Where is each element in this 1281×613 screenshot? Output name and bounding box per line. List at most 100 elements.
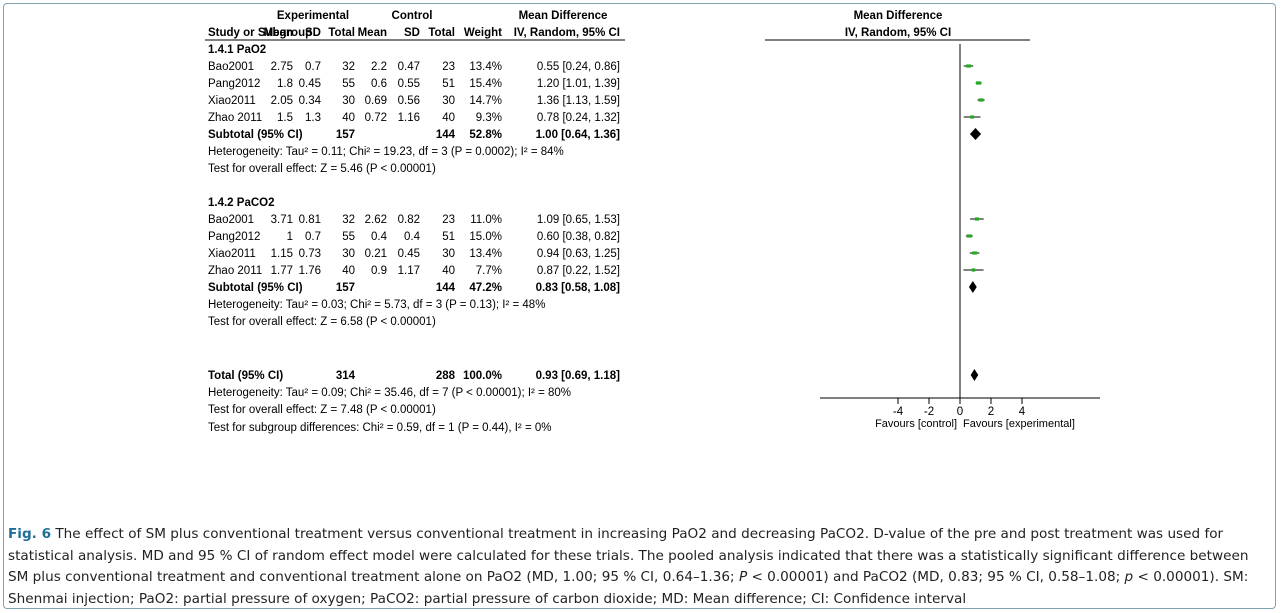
overall-effect-text: Test for overall effect: Z = 6.58 (P < 0… (208, 316, 436, 328)
col-plot-subtitle: IV, Random, 95% CI (845, 27, 951, 39)
ctrl-total: 30 (442, 95, 455, 107)
study-square (974, 217, 979, 221)
weight: 9.3% (476, 112, 502, 124)
exp-sd: 1.3 (305, 112, 321, 124)
exp-sd: 0.7 (305, 231, 321, 243)
x-tick-label: -4 (893, 406, 904, 418)
subgroup-title: 1.4.2 PaCO2 (208, 197, 274, 209)
exp-total: 40 (342, 265, 355, 277)
md-ci: 0.55 [0.24, 0.86] (537, 61, 620, 73)
exp-sd: 0.45 (299, 78, 321, 90)
col-exp-sd: SD (305, 27, 321, 39)
ctrl-sd: 0.55 (398, 78, 420, 90)
exp-total: 55 (342, 231, 355, 243)
total-weight: 100.0% (463, 370, 502, 382)
subgroup-differences: Test for subgroup differences: Chi² = 0.… (208, 422, 552, 434)
total-ci: 0.93 [0.69, 1.18] (536, 370, 621, 382)
subtotal-diamond (968, 281, 977, 293)
x-tick-label: 2 (988, 406, 994, 418)
caption-text-2: < 0.00001) and PaCO2 (MD, 0.83; 95 % CI,… (747, 569, 1125, 585)
caption-p-2: p (1124, 569, 1134, 585)
caption-text-3: < 0.00001). SM: Shenmai injection; PaO2:… (8, 569, 1249, 607)
exp-sd: 0.81 (299, 214, 321, 226)
weight: 13.4% (469, 61, 502, 73)
ctrl-sd: 0.82 (398, 214, 420, 226)
study-name: Bao2001 (208, 214, 254, 226)
col-exp-total: Total (328, 27, 355, 39)
subtotal-ctrl-total: 144 (436, 129, 456, 141)
exp-mean: 1.77 (271, 265, 293, 277)
caption-text-1: The effect of SM plus conventional treat… (8, 526, 1249, 585)
ctrl-mean: 0.6 (371, 78, 387, 90)
study-square (966, 234, 972, 238)
col-md-ci: IV, Random, 95% CI (514, 27, 620, 39)
weight: 14.7% (469, 95, 502, 107)
col-study: Study or Subgroup (208, 27, 312, 39)
favours-experimental: Favours [experimental] (963, 418, 1075, 430)
total-label: Total (95% CI) (208, 370, 283, 382)
ctrl-total: 23 (442, 61, 455, 73)
ctrl-sd: 1.16 (398, 112, 420, 124)
ctrl-total: 30 (442, 248, 455, 260)
subtotal-diamond (969, 128, 982, 140)
ctrl-sd: 1.17 (398, 265, 420, 277)
col-exp-mean: Mean (264, 27, 293, 39)
weight: 15.4% (469, 78, 502, 90)
md-ci: 1.20 [1.01, 1.39] (537, 78, 620, 90)
study-square (976, 81, 982, 85)
exp-mean: 1 (287, 231, 293, 243)
heterogeneity-text: Heterogeneity: Tau² = 0.11; Chi² = 19.23… (208, 146, 564, 158)
total-exp-total: 314 (336, 370, 356, 382)
caption-p-1: P (738, 569, 748, 585)
ctrl-total: 23 (442, 214, 455, 226)
subtotal-weight: 52.8% (469, 129, 502, 141)
subtotal-exp-total: 157 (336, 129, 355, 141)
ctrl-mean: 2.62 (365, 214, 387, 226)
subtotal-ctrl-total: 144 (436, 282, 456, 294)
exp-total: 30 (342, 248, 355, 260)
subtotal-label: Subtotal (95% CI) (208, 129, 303, 141)
exp-sd: 1.76 (299, 265, 321, 277)
col-weight: Weight (464, 27, 502, 39)
caption-label: Fig. 6 (8, 526, 52, 542)
header-experimental: Experimental (277, 10, 349, 22)
md-ci: 0.78 [0.24, 1.32] (537, 112, 620, 124)
exp-mean: 2.05 (271, 95, 293, 107)
study-name: Zhao 2011 (208, 265, 262, 277)
weight: 7.7% (476, 265, 502, 277)
exp-sd: 0.7 (305, 61, 321, 73)
study-name: Xiao2011 (208, 95, 256, 107)
exp-sd: 0.73 (299, 248, 321, 260)
subtotal-exp-total: 157 (336, 282, 355, 294)
ctrl-total: 51 (442, 78, 455, 90)
md-ci: 0.60 [0.38, 0.82] (537, 231, 620, 243)
ctrl-mean: 0.72 (365, 112, 387, 124)
ctrl-sd: 0.4 (404, 231, 421, 243)
ctrl-total: 40 (442, 265, 455, 277)
header-control: Control (392, 10, 433, 22)
ctrl-mean: 0.9 (371, 265, 387, 277)
favours-control: Favours [control] (875, 418, 957, 430)
exp-mean: 2.75 (271, 61, 293, 73)
exp-total: 55 (342, 78, 355, 90)
ctrl-sd: 0.47 (398, 61, 420, 73)
study-name: Bao2001 (208, 61, 254, 73)
figure-frame (3, 3, 1276, 609)
exp-total: 30 (342, 95, 355, 107)
total-ctrl-total: 288 (436, 370, 456, 382)
header-md: Mean Difference (519, 10, 608, 22)
ctrl-total: 40 (442, 112, 455, 124)
study-name: Zhao 2011 (208, 112, 262, 124)
study-name: Xiao2011 (208, 248, 256, 260)
ctrl-mean: 0.69 (365, 95, 387, 107)
exp-mean: 3.71 (271, 214, 293, 226)
x-tick-label: 4 (1019, 406, 1026, 418)
subtotal-ci: 0.83 [0.58, 1.08] (536, 282, 621, 294)
col-ctrl-mean: Mean (358, 27, 387, 39)
ctrl-mean: 0.21 (365, 248, 387, 260)
forest-plot: Experimental Control Mean Difference Mean D… (205, 10, 1100, 434)
exp-mean: 1.5 (277, 112, 293, 124)
ctrl-sd: 0.56 (398, 95, 420, 107)
study-square (971, 268, 976, 272)
header-plot-title: Mean Difference (854, 10, 943, 22)
